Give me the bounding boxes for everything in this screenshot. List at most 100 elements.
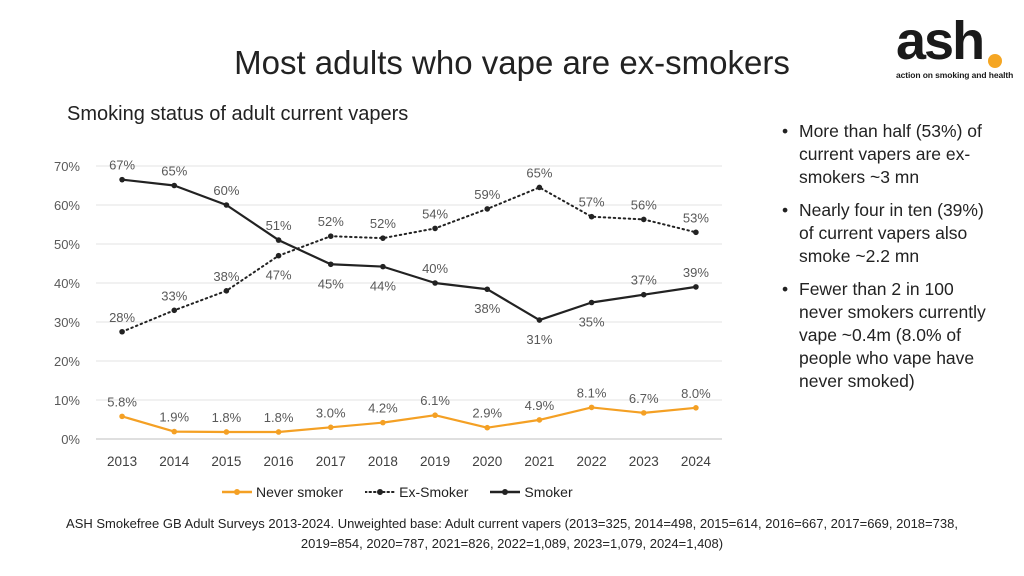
data-point-smoker <box>693 284 699 290</box>
data-label-ex-smoker: 33% <box>161 288 187 303</box>
x-tick-label: 2016 <box>264 454 294 469</box>
data-point-smoker <box>327 261 334 268</box>
page-title: Most adults who vape are ex-smokers <box>234 44 790 81</box>
data-point-never-smoker <box>588 404 595 411</box>
data-label-ex-smoker: 59% <box>474 187 500 202</box>
data-point-never-smoker <box>171 428 178 435</box>
data-label-never-smoker: 6.1% <box>420 393 450 408</box>
x-tick-label: 2022 <box>577 454 607 469</box>
y-tick-label: 30% <box>54 315 80 330</box>
data-label-ex-smoker: 53% <box>683 210 709 225</box>
legend-label-never-smoker: Never smoker <box>256 484 344 500</box>
bullet-smokers: Nearly four in ten (39%) of current vape… <box>780 199 990 268</box>
data-point-ex-smoker <box>119 328 125 335</box>
data-point-ex-smoker <box>275 252 282 259</box>
data-point-smoker <box>380 263 386 270</box>
x-tick-label: 2021 <box>524 454 554 469</box>
x-tick-label: 2024 <box>681 454 712 469</box>
legend-swatch-smoker <box>490 489 521 495</box>
data-label-smoker: 31% <box>526 332 552 347</box>
data-label-never-smoker: 1.8% <box>264 410 294 425</box>
data-label-ex-smoker: 52% <box>318 214 344 229</box>
legend-swatch-ex-smoker <box>365 489 396 495</box>
x-tick-label: 2019 <box>420 454 450 469</box>
data-point-never-smoker <box>380 419 386 426</box>
data-label-ex-smoker: 57% <box>579 195 605 210</box>
logo-tagline: action on smoking and health <box>896 70 1014 80</box>
data-point-ex-smoker <box>484 206 491 212</box>
data-point-ex-smoker <box>588 213 595 220</box>
data-point-never-smoker <box>432 412 438 419</box>
series-line-smoker <box>121 178 697 322</box>
data-label-never-smoker: 2.9% <box>472 406 502 421</box>
x-tick-label: 2015 <box>211 454 241 469</box>
data-point-never-smoker <box>119 413 125 420</box>
data-label-smoker: 67% <box>109 158 135 173</box>
y-tick-label: 40% <box>54 276 80 291</box>
data-point-ex-smoker <box>693 229 699 236</box>
x-tick-label: 2013 <box>107 454 137 469</box>
x-tick-label: 2017 <box>316 454 346 469</box>
logo-word: ash <box>896 11 985 71</box>
data-point-never-smoker <box>223 429 230 435</box>
legend-item-ex-smoker: Ex-Smoker <box>365 484 468 500</box>
data-label-ex-smoker: 65% <box>526 165 552 180</box>
data-label-ex-smoker: 54% <box>422 206 448 221</box>
y-tick-label: 60% <box>54 198 80 213</box>
data-label-ex-smoker: 52% <box>370 216 396 231</box>
logo-dot-icon <box>988 54 1002 68</box>
data-label-smoker: 51% <box>266 218 292 233</box>
data-label-smoker: 39% <box>683 265 709 280</box>
data-point-smoker <box>275 237 282 243</box>
data-label-never-smoker: 8.1% <box>577 385 607 400</box>
data-point-smoker <box>119 176 125 183</box>
legend-item-smoker: Smoker <box>490 484 573 500</box>
y-tick-label: 10% <box>54 393 80 408</box>
data-point-ex-smoker <box>223 288 230 294</box>
data-point-ex-smoker <box>327 233 334 239</box>
data-point-never-smoker <box>484 424 491 431</box>
data-point-smoker <box>536 317 543 323</box>
data-point-never-smoker <box>693 405 699 411</box>
legend-label-ex-smoker: Ex-Smoker <box>399 484 469 500</box>
data-point-ex-smoker <box>536 184 543 191</box>
data-label-ex-smoker: 38% <box>213 269 239 284</box>
chart-legend: Never smoker Ex-Smoker Smoker <box>222 482 595 502</box>
data-point-ex-smoker <box>432 225 438 232</box>
data-point-never-smoker <box>536 417 543 423</box>
data-label-ex-smoker: 47% <box>266 268 292 283</box>
data-label-smoker: 44% <box>370 279 396 294</box>
data-point-smoker <box>640 291 647 298</box>
y-tick-label: 50% <box>54 237 80 252</box>
data-label-never-smoker: 1.8% <box>212 410 242 425</box>
data-label-smoker: 35% <box>579 315 605 330</box>
x-tick-label: 2020 <box>472 454 502 469</box>
data-label-never-smoker: 1.9% <box>159 410 189 425</box>
data-point-ex-smoker <box>380 235 386 241</box>
data-point-smoker <box>588 299 595 306</box>
bullet-ex-smokers: More than half (53%) of current vapers a… <box>780 120 990 189</box>
data-label-smoker: 38% <box>474 301 500 316</box>
x-tick-label: 2023 <box>629 454 659 469</box>
data-label-ex-smoker: 56% <box>631 197 657 212</box>
data-point-never-smoker <box>640 410 647 416</box>
legend-item-never-smoker: Never smoker <box>222 484 343 500</box>
data-label-smoker: 60% <box>213 183 239 198</box>
series-line-never-smoker <box>121 406 697 434</box>
x-tick-label: 2014 <box>159 454 190 469</box>
y-tick-label: 20% <box>54 354 80 369</box>
y-tick-label: 70% <box>54 159 80 174</box>
data-label-never-smoker: 4.2% <box>368 401 398 416</box>
key-findings-list: More than half (53%) of current vapers a… <box>780 120 990 403</box>
legend-swatch-never-smoker <box>222 489 252 495</box>
data-label-never-smoker: 5.8% <box>107 394 137 409</box>
data-point-smoker <box>432 280 438 286</box>
data-label-smoker: 45% <box>318 276 344 291</box>
data-label-never-smoker: 8.0% <box>681 386 711 401</box>
source-note: ASH Smokefree GB Adult Surveys 2013-2024… <box>66 516 958 551</box>
bullet-never-smokers: Fewer than 2 in 100 never smokers curren… <box>780 278 990 393</box>
data-label-smoker: 37% <box>631 273 657 288</box>
chart-subtitle: Smoking status of adult current vapers <box>67 103 409 125</box>
data-point-never-smoker <box>327 424 334 431</box>
